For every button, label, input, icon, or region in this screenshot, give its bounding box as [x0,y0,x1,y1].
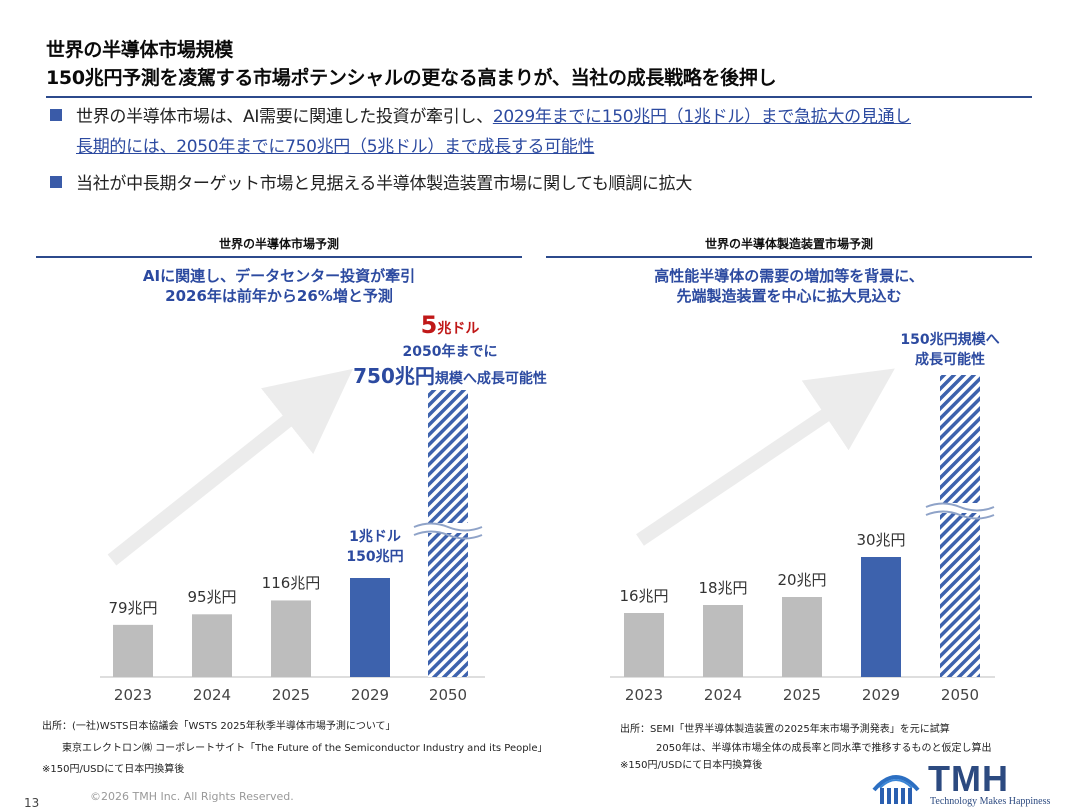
title-line-1: 世界の半導体市場規模 [46,39,234,61]
left-note-usd: 5兆ドル [330,312,570,342]
right-year-label-2025: 2025 [782,686,822,704]
left-break-line-bottom [413,530,483,540]
left-panel-subtitle: AIに関連し、データセンター投資が牽引 2026年は前年から26%増と予測 [36,266,522,306]
left-bar-2024 [192,614,232,677]
right-year-label-2029: 2029 [861,686,901,704]
right-value-label-2025: 20兆円 [777,571,827,589]
left-note-line-3: 750兆円規模へ成長可能性 [330,362,570,393]
left-note-750: 750兆円 [353,364,435,388]
logo-wordmark: TMH [928,758,1009,799]
right-bar-2024 [703,605,743,677]
right-break-line-top [925,502,995,512]
left-year-label-2050: 2050 [428,686,468,704]
left-value-label-2024: 95兆円 [187,588,237,607]
right-break-line-bottom [925,510,995,520]
right-value-label-2024: 18兆円 [698,579,748,597]
right-note-line-2: 成長可能性 [915,352,985,368]
bullet-square-icon [50,109,62,121]
right-footnote-rate: ※150円/USDにて日本円換算後 [620,760,763,771]
bullet-1: 世界の半導体市場は、AI需要に関連した投資が牽引し、2029年までに150兆円（… [50,104,911,130]
bullet-1-highlight: 2029年までに150兆円（1兆ドル）まで急拡大の見通し [492,107,911,127]
left-footnote-source-2: 東京エレクトロン㈱ コーポレートサイト「The Future of the Se… [62,743,548,754]
right-note-line-1: 150兆円規模へ [900,332,1000,348]
logo-tagline: Technology Makes Happiness [930,796,1051,807]
left-year-label-2023: 2023 [113,686,153,704]
right-footnote-source: 出所：SEMI「世界半導体製造装置の2025年末市場予測発表」を元に試算 [620,724,950,735]
left-bar-2023 [113,624,153,677]
left-panel-title: 世界の半導体市場予測 [218,237,339,251]
right-bar-2023 [624,613,664,677]
bullet-square-icon [50,176,62,188]
page-title: 世界の半導体市場規模 150兆円予測を凌駕する市場ポテンシャルの更なる高まりが、… [46,36,777,92]
right-bar-2029 [861,557,901,677]
left-year-label-2029: 2029 [350,686,390,704]
right-trend-arrow [636,368,895,546]
title-line-2: 150兆円予測を凌駕する市場ポテンシャルの更なる高まりが、当社の成長戦略を後押し [46,67,777,89]
left-value-label-2025: 116兆円 [261,574,321,593]
left-growth-note: 5兆ドル 2050年までに 750兆円規模へ成長可能性 [330,312,570,393]
left-bar-2050 [428,390,468,677]
bullet-1-cont: 長期的には、2050年までに750兆円（5兆ドル）まで成長する可能性 [76,134,595,160]
left-trend-arrow [107,368,353,566]
page-number: 13 [24,796,40,810]
left-note-big-number: 5 [420,311,438,339]
right-subtitle-line-1: 高性能半導体の需要の増加等を背景に、 [654,267,924,285]
left-note-unit: 兆ドル [437,321,480,337]
left-year-label-2025: 2025 [271,686,311,704]
right-footnote-assumption: 2050年は、半導体市場全体の成長率と同水準で推移するものと仮定し算出 [656,743,992,754]
right-subtitle-line-2: 先端製造装置を中心に拡大見込む [676,287,902,305]
left-2029-note: 1兆ドル 150兆円 [325,527,425,567]
left-value-label-2023: 79兆円 [108,598,158,617]
right-value-label-2029: 30兆円 [856,531,906,549]
left-subtitle-line-1: AIに関連し、データセンター投資が牽引 [142,267,416,285]
right-panel-divider [546,256,1032,258]
left-footnote-source: 出所：(一社)WSTS日本協議会「WSTS 2025年秋季半導体市場予測について… [42,721,396,732]
bullet-3: 当社が中長期ターゲット市場と見据える半導体製造装置市場に関しても順調に拡大 [50,171,692,197]
right-value-label-2023: 16兆円 [619,587,669,605]
right-panel-subtitle: 高性能半導体の需要の増加等を背景に、 先端製造装置を中心に拡大見込む [546,266,1032,306]
left-subtitle-line-2: 2026年は前年から26%増と予測 [165,287,393,305]
title-divider [46,96,1032,98]
tmh-logo-icon [872,775,920,804]
left-2029-usd: 1兆ドル [349,529,401,545]
left-bar-2025 [271,600,311,677]
left-2029-jpy: 150兆円 [346,549,404,565]
bullet-2-highlight: 長期的には、2050年までに750兆円（5兆ドル）まで成長する可能性 [76,137,595,157]
bullet-1-text: 世界の半導体市場は、AI需要に関連した投資が牽引し、 [76,107,493,127]
left-panel-divider [36,256,522,258]
left-note-line-3-rest: 規模へ成長可能性 [434,371,547,387]
left-bar-2029 [350,578,390,677]
right-year-label-2024: 2024 [703,686,743,704]
right-bar-2050 [940,375,980,677]
copyright: ©2026 TMH Inc. All Rights Reserved. [90,790,294,803]
right-bar-2025 [782,597,822,677]
left-break-line-top [413,522,483,532]
left-year-label-2024: 2024 [192,686,232,704]
bullet-3-text: 当社が中長期ターゲット市場と見据える半導体製造装置市場に関しても順調に拡大 [76,174,693,194]
right-growth-note: 150兆円規模へ 成長可能性 [880,330,1020,370]
company-logo: TMH Technology Makes Happiness [872,758,1052,808]
left-note-line-2: 2050年までに [402,344,498,360]
left-footnote-rate: ※150円/USDにて日本円換算後 [42,764,185,775]
right-year-label-2023: 2023 [624,686,664,704]
right-year-label-2050: 2050 [940,686,980,704]
right-panel-title: 世界の半導体製造装置市場予測 [704,237,873,251]
